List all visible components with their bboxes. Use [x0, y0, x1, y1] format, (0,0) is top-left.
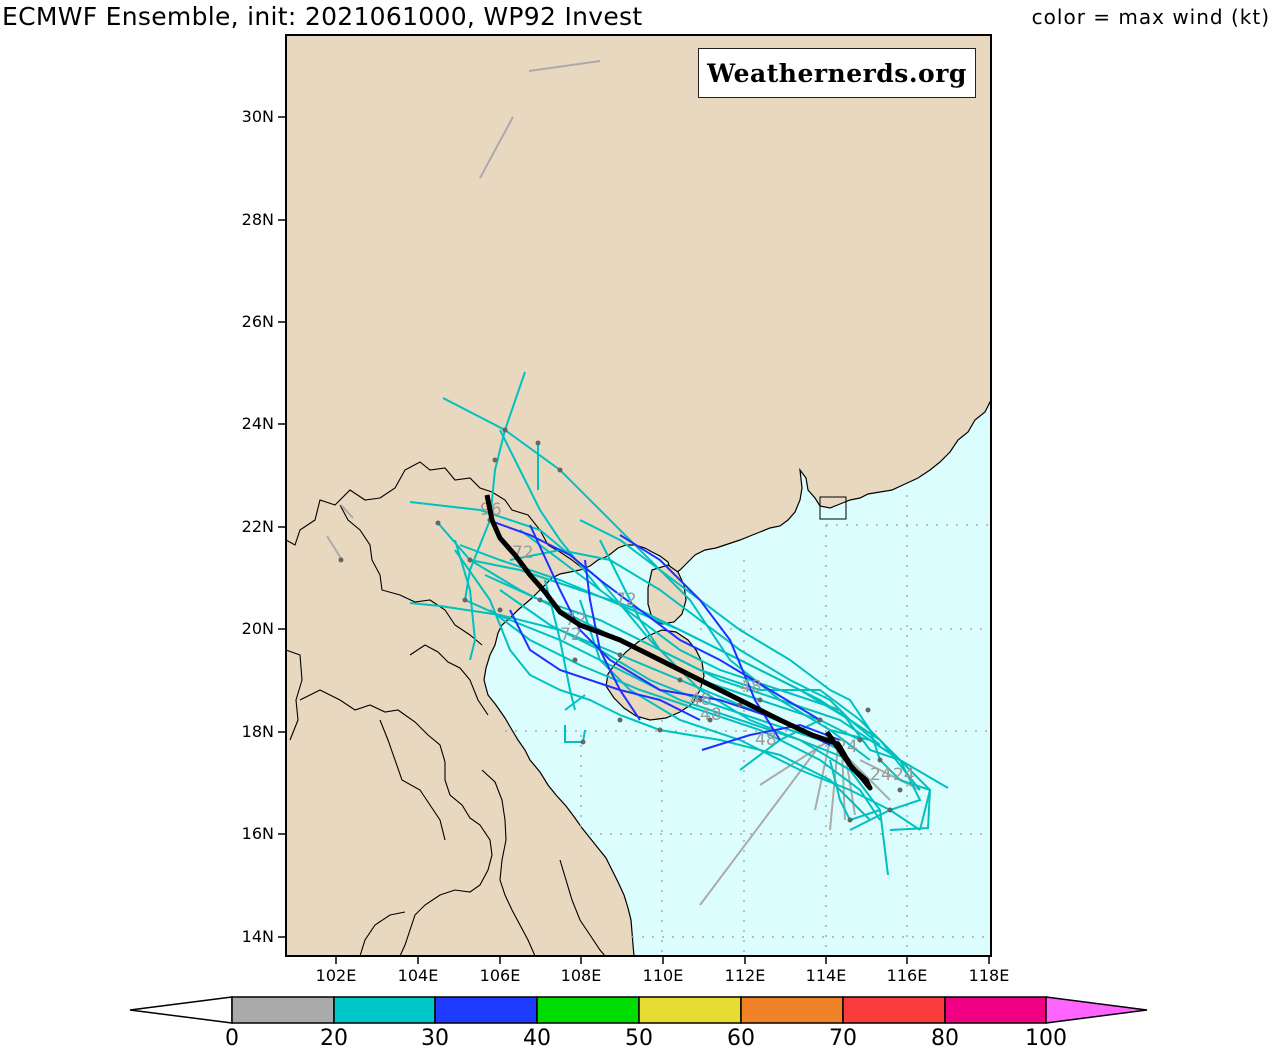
svg-text:48: 48	[690, 690, 712, 710]
colorbar-label: 60	[727, 1026, 755, 1051]
svg-text:24: 24	[870, 765, 892, 785]
svg-text:48: 48	[700, 705, 722, 725]
y-tick-label: 24N	[241, 414, 274, 433]
ensemble-mean-track	[484, 494, 873, 791]
colorbar-label: 100	[1025, 1026, 1067, 1051]
y-tick-label: 20N	[241, 619, 274, 638]
y-axis-ticks	[278, 116, 286, 938]
chart-title: ECMWF Ensemble, init: 2021061000, WP92 I…	[2, 2, 643, 31]
svg-text:48: 48	[740, 677, 762, 697]
svg-text:72: 72	[560, 625, 582, 645]
country-borders	[286, 461, 606, 956]
tracks-20-30kt	[409, 371, 949, 876]
y-tick-label: 26N	[241, 312, 274, 331]
x-tick-label: 104E	[397, 966, 439, 985]
colorbar	[129, 996, 1148, 1024]
forecast-hour-labels: 96 72 72 72 72 48 48 48 48 24 24 24	[480, 500, 915, 785]
colorbar-label: 20	[320, 1026, 348, 1051]
colorbar-label: 80	[931, 1026, 959, 1051]
svg-text:72: 72	[615, 590, 637, 610]
x-tick-label: 116E	[886, 966, 928, 985]
legend-title: color = max wind (kt)	[1031, 5, 1270, 29]
x-tick-label: 102E	[315, 966, 357, 985]
svg-text:24: 24	[893, 765, 915, 785]
x-tick-label: 118E	[968, 966, 1010, 985]
y-tick-label: 22N	[241, 517, 274, 536]
colorbar-label: 40	[523, 1026, 551, 1051]
y-tick-label: 30N	[241, 107, 274, 126]
land-mainland	[286, 35, 991, 956]
hong-kong-box	[819, 496, 847, 520]
y-tick-label: 28N	[241, 210, 274, 229]
x-tick-label: 114E	[805, 966, 847, 985]
y-tick-label: 16N	[241, 824, 274, 843]
x-tick-label: 110E	[642, 966, 684, 985]
grid-lines	[505, 495, 991, 956]
watermark-logo: Weathernerds.org	[698, 48, 976, 98]
x-tick-label: 106E	[479, 966, 521, 985]
svg-text:48: 48	[755, 730, 777, 750]
x-axis-ticks	[335, 956, 990, 964]
colorbar-label: 0	[225, 1026, 239, 1051]
plot-frame	[285, 34, 992, 957]
x-tick-label: 108E	[560, 966, 602, 985]
tracks-30-40kt	[487, 519, 841, 751]
colorbar-label: 30	[421, 1026, 449, 1051]
x-tick-label: 112E	[724, 966, 766, 985]
colorbar-label: 70	[829, 1026, 857, 1051]
y-tick-label: 18N	[241, 722, 274, 741]
y-tick-label: 14N	[241, 927, 274, 946]
colorbar-label: 50	[625, 1026, 653, 1051]
